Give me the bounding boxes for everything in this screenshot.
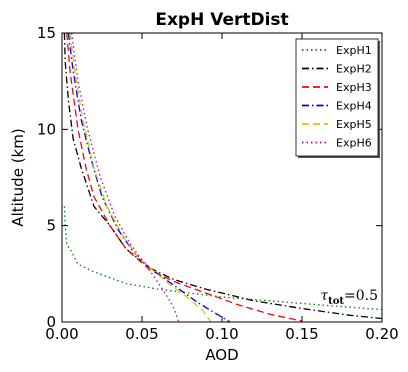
series-line-exph2 — [63, 33, 382, 320]
legend-label-exph2: ExpH2 — [336, 63, 372, 76]
x-tick-label: 0.20 — [365, 325, 398, 343]
x-tick-label: 0.10 — [205, 325, 238, 343]
ticks-layer: 0.00 0.05 0.10 0.15 0.20 0 5 10 15 — [37, 24, 399, 343]
y-tick-label: 10 — [37, 120, 56, 138]
series-line-exph1 — [63, 206, 382, 311]
legend: ExpH1 ExpH2 ExpH3 ExpH4 ExpH5 ExpH6 — [295, 38, 380, 158]
annotation-subscript: tot — [328, 296, 344, 307]
y-tick-label: 15 — [37, 24, 56, 42]
legend-label-exph1: ExpH1 — [336, 44, 372, 57]
chart-title: ExpH VertDist — [155, 10, 288, 30]
series-layer — [63, 33, 382, 322]
legend-label-exph4: ExpH4 — [336, 100, 372, 113]
y-axis-label: Altitude (km) — [9, 128, 27, 226]
annotation-value: =0.5 — [344, 288, 378, 304]
legend-label-exph5: ExpH5 — [336, 118, 372, 131]
x-tick-label: 0.15 — [285, 325, 318, 343]
tau-annotation: τtot=0.5 — [320, 288, 378, 307]
x-axis-label: AOD — [205, 346, 238, 364]
y-tick-label: 5 — [46, 217, 56, 235]
series-line-exph3 — [66, 33, 303, 322]
legend-box — [295, 38, 379, 157]
series-line-exph5 — [69, 33, 212, 322]
y-tick-label: 0 — [46, 313, 56, 331]
annotation-symbol: τ — [320, 288, 328, 304]
legend-label-exph3: ExpH3 — [336, 81, 372, 94]
legend-label-exph6: ExpH6 — [336, 137, 372, 150]
x-tick-label: 0.00 — [45, 325, 78, 343]
x-tick-label: 0.05 — [125, 325, 158, 343]
series-line-exph4 — [67, 33, 231, 322]
